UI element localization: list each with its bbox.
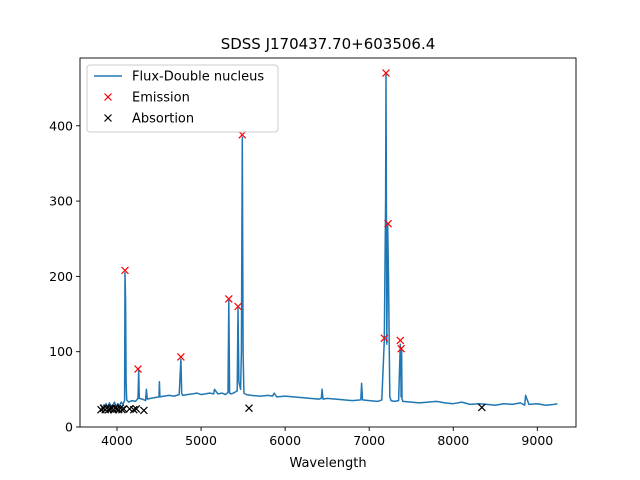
series-markers (97, 69, 486, 415)
marker-emission (382, 69, 390, 77)
marker-absortion (132, 405, 141, 413)
legend: Flux-Double nucleus Emission Absortion (86, 64, 279, 133)
x-tick-label: 7000 (353, 433, 385, 448)
x-tick-label: 8000 (437, 433, 469, 448)
x-tick-label: 5000 (185, 433, 217, 448)
marker-emission (224, 295, 233, 303)
y-tick-label: 400 (49, 118, 73, 133)
x-tick-label: 6000 (269, 433, 301, 448)
x-axis-label: Wavelength (289, 456, 366, 471)
y-tick-label: 300 (49, 194, 73, 209)
series-line-flux-double-nucleus (100, 73, 558, 412)
series-lines (100, 73, 558, 412)
marker-emission (134, 365, 142, 373)
marker-emission (396, 336, 405, 345)
plot-frame (79, 57, 577, 428)
marker-absortion (129, 405, 138, 414)
marker-absortion (119, 405, 128, 413)
marker-emission (176, 353, 185, 361)
marker-emission (121, 266, 129, 275)
legend-swatch (104, 93, 112, 101)
legend-swatch (104, 114, 112, 122)
marker-emission (384, 219, 393, 228)
y-axis: 0 100 200 300 400 (49, 118, 80, 435)
legend-item-absortion: Absortion (104, 112, 194, 127)
x-axis: 4000 5000 6000 7000 8000 9000 (101, 427, 553, 448)
legend-label: Emission (132, 91, 190, 106)
legend-label: Absortion (132, 112, 194, 127)
y-tick-label: 200 (49, 269, 73, 284)
y-tick-label: 0 (65, 420, 73, 435)
chart-title: SDSS J170437.70+603506.4 (221, 35, 436, 53)
marker-emission (380, 334, 389, 343)
marker-absortion (477, 403, 486, 412)
marker-emission (234, 302, 242, 311)
marker-emission (397, 344, 406, 353)
legend-label: Flux-Double nucleus (132, 70, 264, 85)
x-tick-label: 9000 (521, 433, 553, 448)
legend-box (86, 64, 279, 133)
marker-absortion (245, 404, 253, 413)
x-tick-label: 4000 (101, 433, 133, 448)
y-tick-label: 100 (49, 344, 73, 359)
marker-absortion (118, 405, 126, 414)
legend-item-flux-double-nucleus: Flux-Double nucleus (94, 70, 264, 85)
marker-absortion (139, 406, 148, 415)
legend-item-emission: Emission (104, 91, 190, 106)
